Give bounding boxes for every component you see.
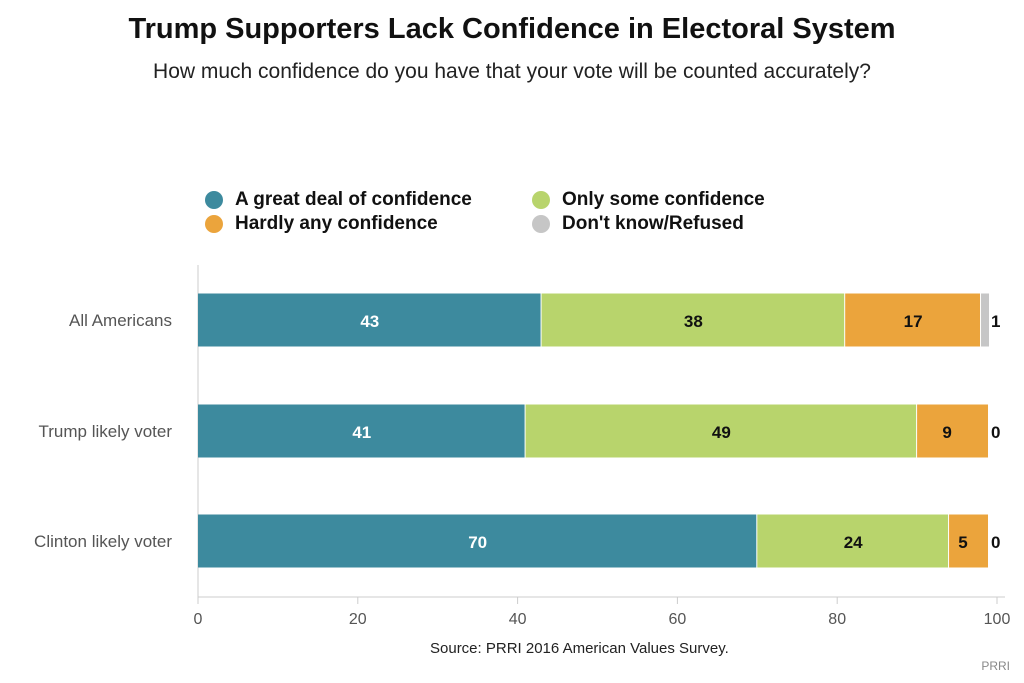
chart-title: Trump Supporters Lack Confidence in Elec… bbox=[128, 13, 896, 45]
bar-trump-likely-voter-only-some-confidence bbox=[525, 404, 917, 458]
x-tick-label-80: 80 bbox=[828, 611, 846, 628]
bar-clinton-likely-voter-hardly-any-confidence bbox=[949, 514, 989, 568]
legend: A great deal of confidence Only some con… bbox=[205, 189, 845, 239]
legend-swatch-only-some bbox=[532, 191, 550, 209]
brand-mark: PRRI bbox=[981, 659, 1010, 673]
legend-label-great-deal: A great deal of confidence bbox=[235, 189, 472, 210]
data-label-trump-likely-voter-a-great-deal-of-confidence: 41 bbox=[352, 423, 371, 442]
bar-all-americans-don-t-know-refused bbox=[981, 293, 990, 347]
chart-subtitle: How much confidence do you have that you… bbox=[153, 60, 871, 83]
source-note: Source: PRRI 2016 American Values Survey… bbox=[430, 640, 729, 657]
legend-swatch-dont-know bbox=[532, 215, 550, 233]
legend-item-only-some: Only some confidence bbox=[532, 189, 765, 211]
data-label-clinton-likely-voter-a-great-deal-of-confidence: 70 bbox=[468, 533, 487, 552]
legend-label-dont-know: Don't know/Refused bbox=[562, 213, 744, 234]
bar-clinton-likely-voter-only-some-confidence bbox=[757, 514, 949, 568]
bar-trump-likely-voter-a-great-deal-of-confidence bbox=[198, 404, 525, 458]
x-tick-label-60: 60 bbox=[669, 611, 687, 628]
legend-label-hardly-any: Hardly any confidence bbox=[235, 213, 438, 234]
category-label-trump-likely-voter: Trump likely voter bbox=[38, 422, 172, 441]
data-label-trump-likely-voter-hardly-any-confidence: 9 bbox=[942, 423, 951, 442]
bar-trump-likely-voter-hardly-any-confidence bbox=[917, 404, 989, 458]
x-tick-label-20: 20 bbox=[349, 611, 367, 628]
bar-all-americans-hardly-any-confidence bbox=[845, 293, 981, 347]
bar-clinton-likely-voter-a-great-deal-of-confidence bbox=[198, 514, 757, 568]
legend-item-dont-know: Don't know/Refused bbox=[532, 213, 744, 235]
category-label-all-americans: All Americans bbox=[69, 311, 172, 330]
data-label-clinton-likely-voter-only-some-confidence: 24 bbox=[844, 533, 863, 552]
data-label-all-americans-hardly-any-confidence: 17 bbox=[904, 312, 923, 331]
x-tick-label-100: 100 bbox=[984, 611, 1011, 628]
legend-item-great-deal: A great deal of confidence bbox=[205, 189, 472, 211]
data-label-all-americans-a-great-deal-of-confidence: 43 bbox=[360, 312, 379, 331]
legend-swatch-great-deal bbox=[205, 191, 223, 209]
data-label-clinton-likely-voter-hardly-any-confidence: 5 bbox=[958, 533, 967, 552]
category-label-clinton-likely-voter: Clinton likely voter bbox=[34, 532, 172, 551]
data-label-trump-likely-voter-only-some-confidence: 49 bbox=[712, 423, 731, 442]
data-label-all-americans-only-some-confidence: 38 bbox=[684, 312, 703, 331]
data-label-all-americans-don-t-know-refused: 1 bbox=[991, 312, 1000, 331]
legend-item-hardly-any: Hardly any confidence bbox=[205, 213, 438, 235]
x-tick-label-0: 0 bbox=[194, 611, 203, 628]
x-tick-label-40: 40 bbox=[509, 611, 527, 628]
bar-all-americans-only-some-confidence bbox=[541, 293, 845, 347]
data-label-trump-likely-voter-don-t-know-refused: 0 bbox=[991, 423, 1000, 442]
data-label-clinton-likely-voter-don-t-know-refused: 0 bbox=[991, 533, 1000, 552]
legend-label-only-some: Only some confidence bbox=[562, 189, 765, 210]
legend-swatch-hardly-any bbox=[205, 215, 223, 233]
bar-all-americans-a-great-deal-of-confidence bbox=[198, 293, 541, 347]
